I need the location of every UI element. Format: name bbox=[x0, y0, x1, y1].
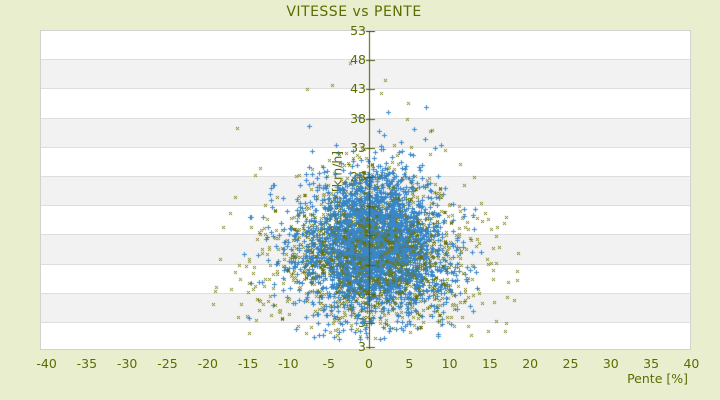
x-tick-label: 35 bbox=[643, 356, 660, 371]
x-tick-label: -25 bbox=[157, 356, 178, 371]
x-tick-label: 0 bbox=[365, 356, 373, 371]
x-tick-label: 25 bbox=[562, 356, 579, 371]
x-tick-label: -30 bbox=[116, 356, 138, 371]
x-tick-label: -35 bbox=[76, 356, 98, 371]
x-tick-label: -10 bbox=[278, 356, 299, 371]
x-tick-label: -5 bbox=[322, 356, 335, 371]
x-tick-label: 40 bbox=[683, 356, 700, 371]
x-tick-label: 10 bbox=[441, 356, 458, 371]
x-tick-label: -15 bbox=[237, 356, 259, 371]
x-tick-label: -20 bbox=[197, 356, 218, 371]
chart-title: VITESSE vs PENTE bbox=[286, 4, 422, 20]
x-tick-label: 5 bbox=[405, 356, 414, 371]
x-tick-label: 30 bbox=[602, 356, 619, 371]
x-tick-label: -40 bbox=[36, 356, 57, 371]
x-tick-label: 20 bbox=[522, 356, 539, 371]
x-axis-title: Pente [%] bbox=[627, 371, 688, 386]
x-tick-label: 15 bbox=[481, 356, 498, 371]
scatter-points-canvas bbox=[41, 31, 690, 349]
